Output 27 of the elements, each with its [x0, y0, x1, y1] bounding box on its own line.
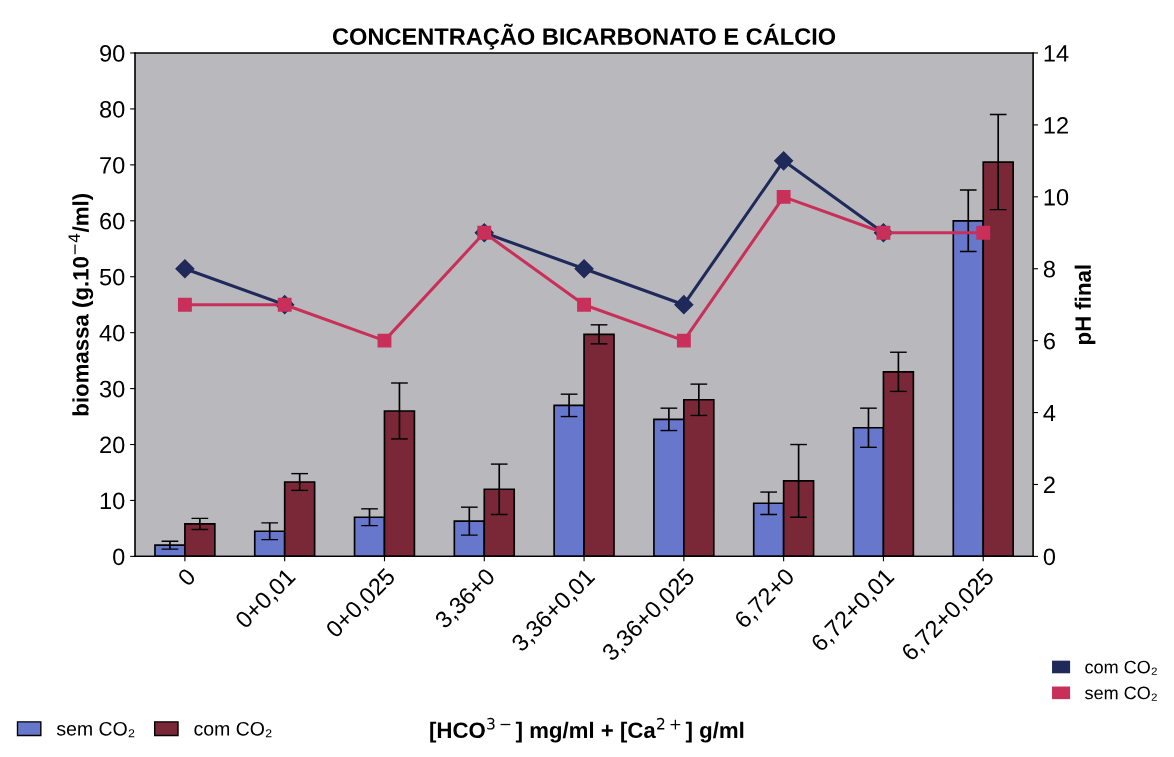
x-axis-title: [HCO$^{3−}$] mg/ml + [Ca$^{2+}$] g/ml: [430, 717, 744, 743]
y2-tick-label: 14: [1044, 45, 1069, 62]
y-tick-label: 50: [99, 268, 125, 286]
legend-label: com CO₂: [1085, 660, 1157, 675]
legend-label: sem CO₂: [56, 721, 135, 738]
legend-label: com CO₂: [194, 721, 272, 738]
y-tick-label: 0: [113, 548, 125, 566]
y2-tick-label: 2: [1044, 476, 1055, 494]
y-tick-label: 20: [100, 436, 125, 454]
y-axis-title: biomassa (g.10$^{−4}$/ml): [68, 193, 94, 416]
y-tick-label: 80: [100, 100, 125, 118]
y-tick-label: 40: [99, 324, 125, 342]
y2-tick-label: 12: [1044, 116, 1068, 134]
y2-axis-title: pH final: [1074, 265, 1096, 344]
chart-title: CONCENTRAÇÃO BICARBONATO E CÁLCIO: [332, 23, 836, 50]
y-tick-label: 70: [100, 156, 125, 174]
y-tick-label: 30: [99, 380, 125, 398]
y-tick-label: 60: [100, 212, 125, 230]
y-tick-label: 10: [100, 492, 125, 510]
legend-label: sem CO₂: [1085, 686, 1157, 701]
y2-tick-label: 10: [1044, 188, 1069, 206]
y2-tick-label: 8: [1043, 260, 1055, 278]
y2-tick-label: 4: [1043, 404, 1056, 422]
y-tick-label: 90: [100, 45, 125, 62]
y2-tick-label: 6: [1044, 332, 1055, 350]
y2-tick-label: 0: [1043, 548, 1056, 566]
x-tick-label: 0: [176, 567, 197, 588]
